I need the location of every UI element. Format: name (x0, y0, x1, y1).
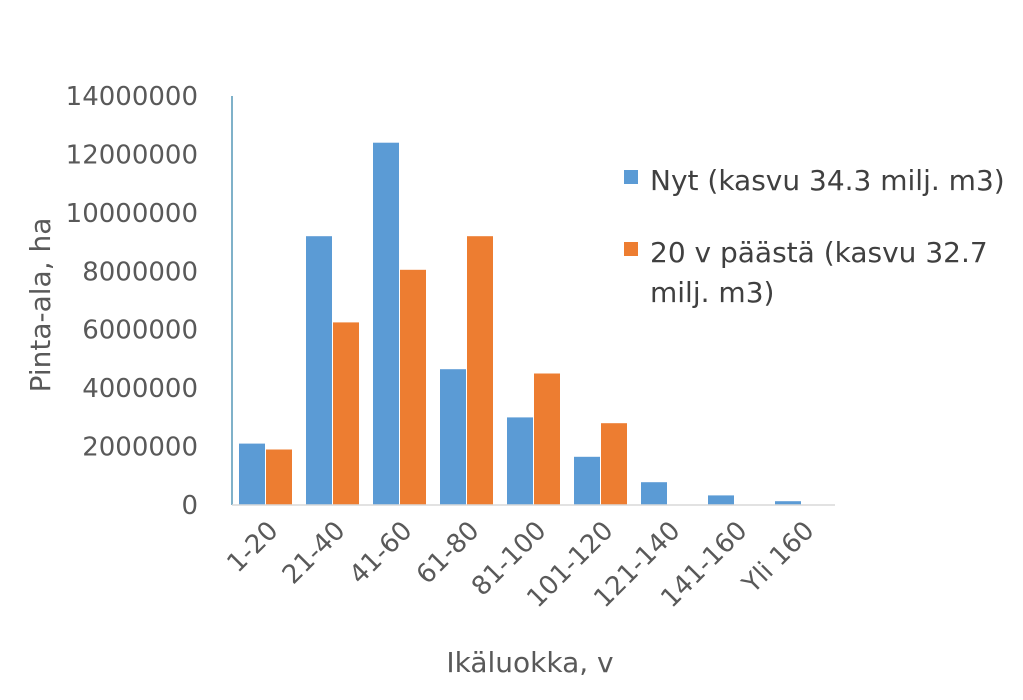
bars-group (239, 142, 801, 505)
legend-swatch (624, 170, 638, 184)
y-tick-label: 2000000 (82, 433, 198, 463)
y-tick-label: 4000000 (82, 374, 198, 404)
bar-series1-141-160 (708, 495, 734, 505)
bar-series1-61-80 (440, 369, 466, 505)
x-tick-labels: 1-2021-4041-6061-8081-100101-120121-1401… (222, 516, 821, 614)
bar-series1-41-60 (373, 142, 399, 505)
legend-label: 20 v päästä (kasvu 32.7 milj. m3) (650, 236, 988, 309)
bar-series2-61-80 (467, 236, 493, 505)
x-axis-title: Ikäluokka, v (446, 646, 613, 679)
bar-series1-101-120 (574, 456, 600, 505)
bar-series2-81-100 (534, 373, 560, 505)
y-tick-label: 0 (181, 491, 198, 521)
x-tick-label: 21-40 (277, 516, 352, 591)
bar-series2-21-40 (333, 322, 359, 505)
y-tick-label: 6000000 (82, 316, 198, 346)
y-axis-title: Pinta-ala, ha (24, 218, 57, 393)
x-tick-label: 41-60 (344, 516, 419, 591)
legend: Nyt (kasvu 34.3 milj. m3) 20 v päästä (ka… (624, 164, 1005, 309)
bar-series2-101-120 (601, 423, 627, 505)
y-tick-label: 10000000 (66, 199, 198, 229)
y-tick-label: 8000000 (82, 257, 198, 287)
x-tick-label: 1-20 (222, 516, 285, 579)
y-tick-labels: 0 2000000 4000000 6000000 8000000 10000000 120… (66, 82, 198, 521)
legend-label: Nyt (kasvu 34.3 milj. m3) (650, 164, 1005, 197)
legend-swatch (624, 242, 638, 256)
y-tick-label: 12000000 (66, 140, 198, 170)
bar-series1-yli-160 (775, 501, 801, 505)
x-tick-label: Yli 160 (736, 516, 820, 600)
bar-series1-81-100 (507, 417, 533, 505)
bar-series1-21-40 (306, 236, 332, 505)
y-tick-label: 14000000 (66, 82, 198, 112)
bar-series1-121-140 (641, 482, 667, 505)
bar-series2-1-20 (266, 449, 292, 505)
bar-series1-1-20 (239, 443, 265, 505)
bar-series2-41-60 (400, 269, 426, 505)
